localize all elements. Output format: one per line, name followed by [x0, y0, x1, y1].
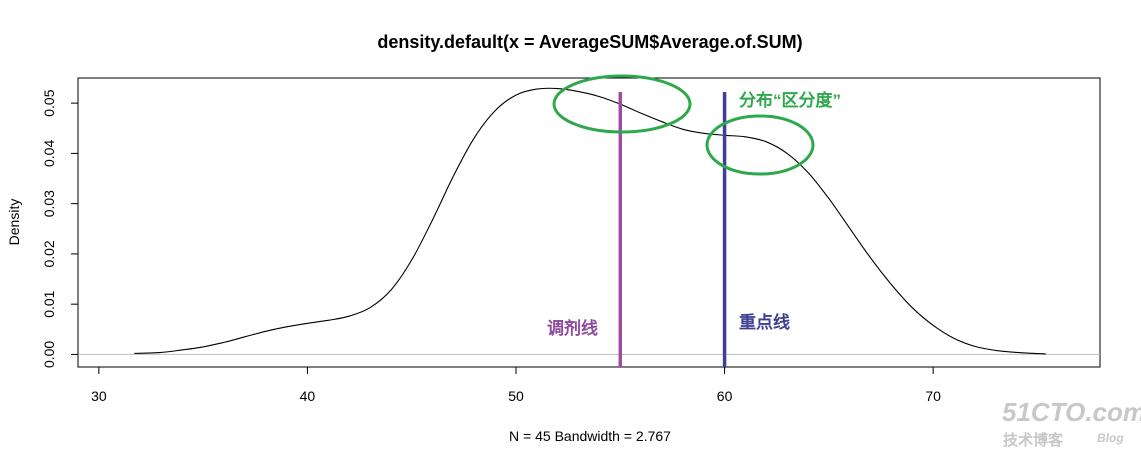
highlight-ellipse-shoulder	[705, 114, 815, 176]
highlight-ellipse-peak	[552, 74, 692, 134]
x-axis-label: N = 45 Bandwidth = 2.767	[509, 428, 671, 444]
distribution-note: 分布“区分度”	[739, 90, 841, 110]
adjustment-line-label: 调剂线	[547, 318, 598, 338]
chart-title: density.default(x = AverageSUM$Average.o…	[377, 32, 802, 52]
watermark-sub: 技术博客	[1003, 431, 1064, 449]
x-tick-label: 60	[717, 388, 733, 404]
x-axis: 30 40 50 60 70	[91, 366, 941, 404]
x-tick-label: 30	[91, 388, 107, 404]
x-tick-label: 40	[300, 388, 316, 404]
y-tick-label: 0.03	[41, 190, 57, 217]
watermark-logo: 51CTO.com 技术博客 Blog	[1002, 397, 1141, 449]
density-curve	[134, 87, 1046, 355]
y-tick-label: 0.05	[41, 89, 57, 116]
x-tick-label: 50	[508, 388, 524, 404]
y-tick-label: 0.00	[41, 341, 57, 368]
y-tick-label: 0.04	[41, 140, 57, 167]
y-tick-label: 0.01	[41, 290, 57, 317]
y-tick-label: 0.02	[41, 240, 57, 267]
y-axis-label: Density	[6, 199, 22, 246]
key-line-label: 重点线	[739, 312, 790, 332]
watermark-main: 51CTO.com	[1002, 397, 1141, 427]
y-axis: 0.00 0.01 0.02 0.03 0.04 0.05	[41, 89, 79, 368]
watermark-blog: Blog	[1097, 431, 1124, 445]
x-tick-label: 70	[925, 388, 941, 404]
